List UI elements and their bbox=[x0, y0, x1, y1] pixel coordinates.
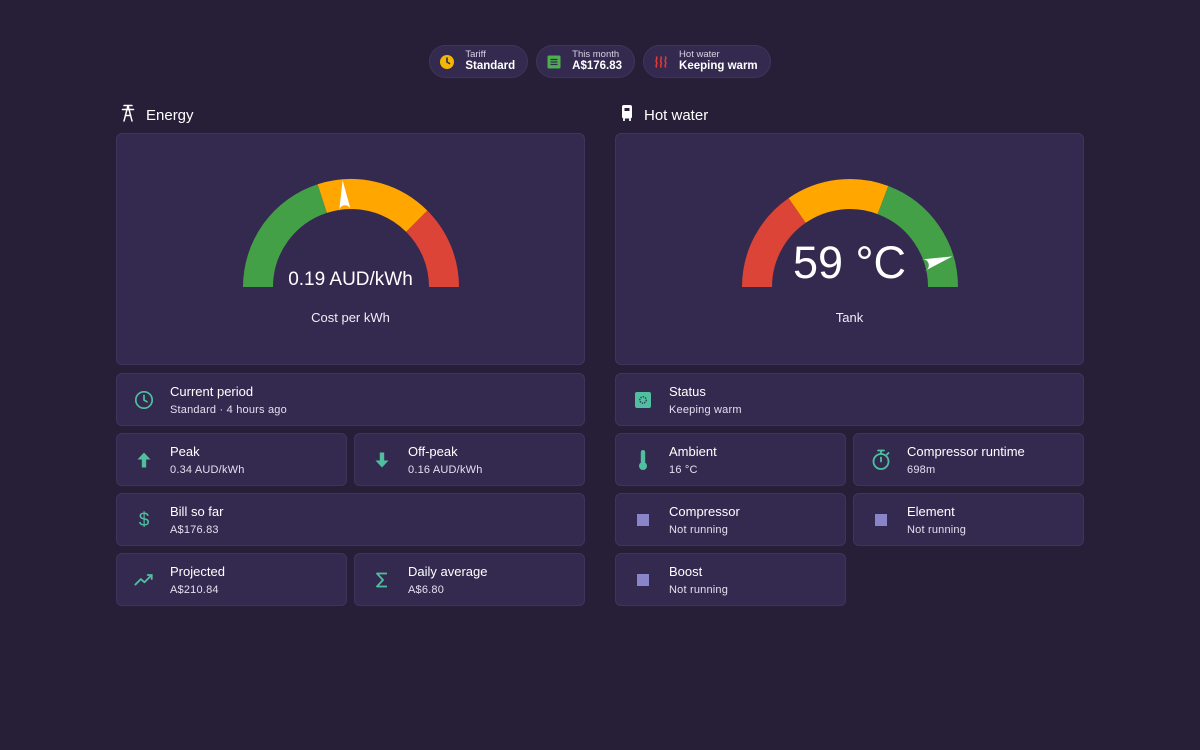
tile-subtitle: A$210.84 bbox=[170, 583, 219, 596]
gauge-needle bbox=[921, 256, 953, 272]
gauge-segment-1 bbox=[317, 179, 428, 233]
chip-value: Keeping warm bbox=[679, 60, 758, 73]
element-tile[interactable]: Element Not running bbox=[853, 493, 1084, 546]
tile-subtitle: 0.16 AUD/kWh bbox=[408, 463, 483, 476]
svg-text:$: $ bbox=[139, 510, 150, 531]
gauge-segment-2 bbox=[405, 210, 459, 288]
gauge-label: Cost per kWh bbox=[311, 310, 390, 325]
clock-icon bbox=[134, 390, 154, 410]
tile-title: Boost bbox=[669, 563, 703, 579]
compressor-runtime-tile[interactable]: Compressor runtime 698m bbox=[853, 433, 1084, 486]
tile-subtitle: 16 °C bbox=[669, 463, 698, 476]
tile-title: Current period bbox=[170, 383, 254, 399]
tile-subtitle: Keeping warm bbox=[669, 403, 742, 416]
gauge-label: Tank bbox=[835, 310, 864, 325]
status-chips: Tariff Standard This month A$176.83 Hot … bbox=[0, 45, 1200, 78]
tile-title: Compressor bbox=[669, 503, 740, 519]
boost-tile[interactable]: Boost Not running bbox=[615, 553, 846, 606]
projected-tile[interactable]: Projected A$210.84 bbox=[116, 553, 347, 606]
square-icon bbox=[633, 570, 653, 590]
chip-label: Hot water bbox=[679, 49, 720, 61]
status-icon bbox=[633, 390, 653, 410]
gauge-segment-2 bbox=[877, 186, 958, 288]
heat-waves-icon bbox=[653, 54, 669, 70]
off-peak-tile[interactable]: Off-peak 0.16 AUD/kWh bbox=[354, 433, 585, 486]
transmission-tower-icon bbox=[120, 104, 136, 126]
clock-icon bbox=[439, 54, 455, 70]
arrow-down-icon bbox=[372, 450, 392, 470]
receipt-icon bbox=[546, 54, 562, 70]
square-icon bbox=[633, 510, 653, 530]
tile-subtitle: Not running bbox=[907, 523, 967, 536]
status-tile[interactable]: Status Keeping warm bbox=[615, 373, 1084, 426]
tile-subtitle: 698m bbox=[907, 463, 936, 476]
tile-subtitle: Not running bbox=[669, 583, 729, 596]
tile-subtitle: A$176.83 bbox=[170, 523, 219, 536]
tile-title: Element bbox=[907, 503, 955, 519]
water-heater-icon bbox=[620, 104, 634, 126]
peak-tile[interactable]: Peak 0.34 AUD/kWh bbox=[116, 433, 347, 486]
compressor-tile[interactable]: Compressor Not running bbox=[615, 493, 846, 546]
tile-subtitle: Not running bbox=[669, 523, 729, 536]
bill-so-far-tile[interactable]: $ Bill so far A$176.83 bbox=[116, 493, 585, 546]
tile-title: Peak bbox=[170, 443, 200, 459]
chip-value: Standard bbox=[465, 60, 516, 73]
tile-title: Off-peak bbox=[408, 443, 458, 459]
section-heading: Energy bbox=[146, 106, 194, 124]
chip-label: This month bbox=[572, 49, 620, 61]
hot-water-section-title: Hot water bbox=[620, 104, 708, 126]
ambient-tile[interactable]: Ambient 16 °C bbox=[615, 433, 846, 486]
gauge-needle bbox=[339, 180, 352, 212]
tile-subtitle: Standard · 4 hours ago bbox=[170, 403, 287, 416]
energy-section-title: Energy bbox=[120, 104, 194, 126]
gauge-segment-0 bbox=[742, 198, 807, 288]
tile-title: Daily average bbox=[408, 563, 488, 579]
chip-label: Tariff bbox=[465, 49, 486, 61]
tank-temperature-gauge bbox=[742, 179, 958, 288]
sigma-icon bbox=[372, 570, 392, 590]
tile-title: Projected bbox=[170, 563, 225, 579]
arrow-up-icon bbox=[134, 450, 154, 470]
tile-subtitle: A$6.80 bbox=[408, 583, 445, 596]
cost-gauge bbox=[243, 179, 459, 288]
dollar-icon: $ bbox=[134, 510, 154, 531]
energy-gauge-card[interactable]: 0.19 AUD/kWh Cost per kWh bbox=[116, 133, 585, 365]
gauge-segment-0 bbox=[243, 184, 328, 288]
tile-subtitle: 0.34 AUD/kWh bbox=[170, 463, 245, 476]
this-month-chip[interactable]: This month A$176.83 bbox=[536, 45, 636, 78]
daily-average-tile[interactable]: Daily average A$6.80 bbox=[354, 553, 585, 606]
section-heading: Hot water bbox=[644, 106, 709, 124]
gauge-value: 59 °C bbox=[792, 237, 907, 288]
tank-gauge-card[interactable]: 59 °C Tank bbox=[615, 133, 1084, 365]
gauge-value: 0.19 AUD/kWh bbox=[288, 269, 413, 290]
thermometer-icon bbox=[633, 449, 653, 470]
chip-value: A$176.83 bbox=[572, 60, 623, 73]
hot-water-chip[interactable]: Hot water Keeping warm bbox=[643, 45, 771, 78]
current-period-tile[interactable]: Current period Standard · 4 hours ago bbox=[116, 373, 585, 426]
timer-icon bbox=[871, 449, 891, 470]
tile-title: Ambient bbox=[669, 443, 717, 459]
tile-title: Status bbox=[669, 383, 706, 399]
tile-title: Compressor runtime bbox=[907, 443, 1025, 459]
tile-title: Bill so far bbox=[170, 503, 224, 519]
trending-up-icon bbox=[134, 570, 154, 590]
gauge-segment-1 bbox=[788, 179, 889, 224]
square-icon bbox=[871, 510, 891, 530]
tariff-chip[interactable]: Tariff Standard bbox=[429, 45, 529, 78]
